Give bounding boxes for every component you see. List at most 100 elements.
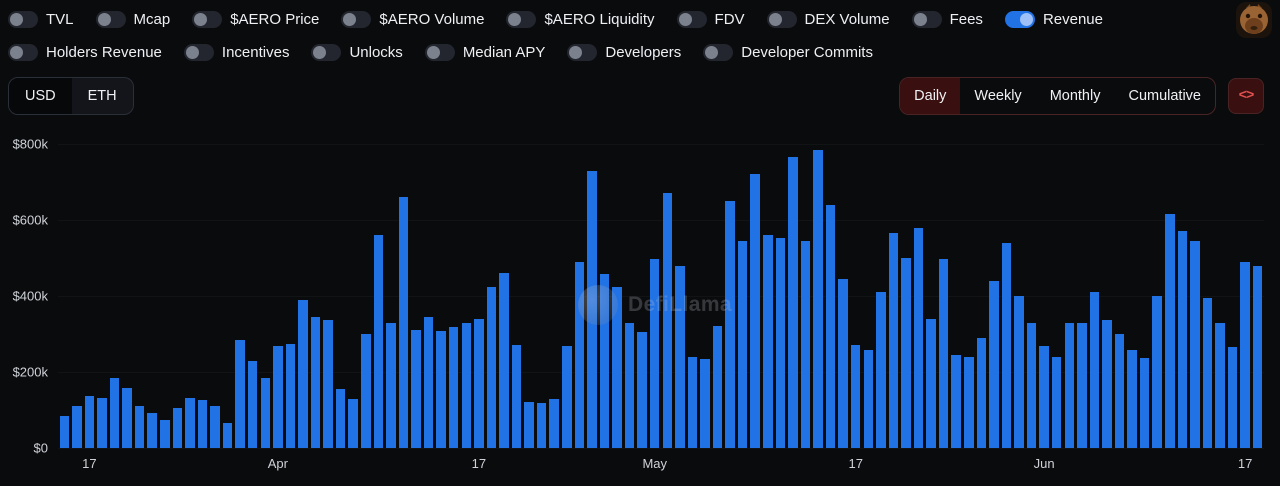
revenue-bar <box>1240 261 1250 448</box>
revenue-bar <box>687 356 698 448</box>
toggle-label: Unlocks <box>349 43 403 61</box>
revenue-bar <box>712 326 723 448</box>
profile-avatar[interactable] <box>1236 2 1272 38</box>
revenue-bar <box>1026 322 1037 448</box>
metric-toggle-aero-volume[interactable]: $AERO Volume <box>341 10 484 28</box>
metric-toggle-holders-revenue[interactable]: Holders Revenue <box>8 43 162 61</box>
chart-plot[interactable]: DefiLlama <box>58 144 1264 448</box>
revenue-bar <box>976 337 987 448</box>
revenue-bar <box>1089 292 1100 448</box>
revenue-bar <box>147 413 157 448</box>
revenue-bar <box>285 344 296 448</box>
revenue-bar <box>323 319 333 448</box>
revenue-bar <box>109 378 120 448</box>
x-tick-label: 17 <box>471 456 487 471</box>
y-tick-label: $600k <box>12 212 48 228</box>
revenue-bar <box>373 235 384 448</box>
x-tick-label: May <box>642 456 667 471</box>
currency-toggle-group: USD ETH <box>8 77 134 115</box>
x-tick-label: Apr <box>267 456 288 471</box>
revenue-bar <box>725 201 735 448</box>
revenue-bar <box>84 395 95 448</box>
currency-tab-eth[interactable]: ETH <box>87 88 117 104</box>
metric-toggle-aero-liquidity[interactable]: $AERO Liquidity <box>506 10 655 28</box>
revenue-bar <box>499 273 509 448</box>
revenue-bar <box>838 278 848 448</box>
metric-toggle-dex-volume[interactable]: DEX Volume <box>766 10 890 28</box>
metric-toggle-developers[interactable]: Developers <box>567 43 681 61</box>
y-tick-label: $0 <box>33 440 48 456</box>
revenue-bar <box>436 330 446 448</box>
revenue-bar <box>72 406 82 448</box>
toggle-label: TVL <box>46 10 74 28</box>
metric-toggle-unlocks[interactable]: Unlocks <box>311 43 403 61</box>
metric-toggle-revenue[interactable]: Revenue <box>1004 10 1103 28</box>
revenue-bar <box>1177 231 1188 448</box>
revenue-bar <box>599 273 610 448</box>
revenue-bar <box>1001 242 1012 448</box>
toggle-label: FDV <box>714 10 745 28</box>
revenue-bar <box>951 354 961 448</box>
y-tick-label: $400k <box>12 288 48 304</box>
metric-toggle-developer-commits[interactable]: Developer Commits <box>703 43 873 61</box>
interval-tab-weekly[interactable]: Weekly <box>974 88 1022 104</box>
toggle-switch-icon <box>183 43 214 61</box>
revenue-bar <box>1215 322 1225 448</box>
toggle-label: Revenue <box>1042 10 1103 28</box>
revenue-bar <box>750 174 760 448</box>
revenue-bar <box>59 416 70 448</box>
revenue-bar <box>1014 296 1024 448</box>
revenue-bar <box>210 406 220 448</box>
interval-tab-monthly[interactable]: Monthly <box>1049 88 1101 104</box>
revenue-bar <box>1152 296 1162 448</box>
revenue-bar <box>612 286 622 448</box>
revenue-bar <box>1114 334 1125 448</box>
metric-toggle-fees[interactable]: Fees <box>911 10 983 28</box>
interval-tab-group: Daily Weekly Monthly Cumulative <box>899 77 1216 115</box>
metric-toggle-fdv[interactable]: FDV <box>676 10 745 28</box>
revenue-bar <box>913 227 924 448</box>
y-tick-label: $800k <box>12 136 48 152</box>
toggle-switch-icon <box>8 10 38 28</box>
revenue-bar <box>335 389 346 448</box>
code-icon: <> <box>1238 88 1255 104</box>
toggle-switch-icon <box>567 43 598 61</box>
llama-avatar-icon <box>1236 2 1272 38</box>
revenue-bar <box>1227 347 1238 448</box>
metric-toggle-aero-price[interactable]: $AERO Price <box>192 10 319 28</box>
toggle-switch-icon <box>766 10 797 28</box>
revenue-bar <box>562 346 572 448</box>
revenue-bar <box>273 346 283 448</box>
toggle-knob-icon <box>97 12 111 26</box>
metric-toggle-mcap[interactable]: Mcap <box>95 10 170 28</box>
metric-toggle-median-apy[interactable]: Median APY <box>424 43 545 61</box>
y-axis: $800k $600k $400k $200k $0 <box>6 137 48 456</box>
toggle-switch-icon <box>703 43 734 61</box>
metric-toggle-tvl[interactable]: TVL <box>8 10 74 28</box>
embed-chart-button[interactable]: <> <box>1228 78 1264 114</box>
revenue-bar <box>700 358 710 448</box>
revenue-bar <box>549 398 559 448</box>
revenue-bar <box>876 292 886 448</box>
toggle-knob-icon <box>10 12 23 26</box>
toggle-label: $AERO Liquidity <box>544 10 655 28</box>
revenue-bar <box>172 408 183 448</box>
revenue-bar <box>587 170 597 448</box>
revenue-bar <box>964 356 974 448</box>
interval-tab-daily[interactable]: Daily <box>900 78 961 114</box>
metric-toggle-incentives[interactable]: Incentives <box>183 43 289 61</box>
toggle-knob-icon <box>10 45 23 59</box>
revenue-bar <box>348 399 358 448</box>
interval-tab-cumulative[interactable]: Cumulative <box>1128 88 1201 104</box>
revenue-bar <box>122 387 132 448</box>
gridline <box>58 144 1264 145</box>
revenue-bar <box>863 349 874 448</box>
revenue-bar <box>938 258 949 448</box>
toggle-label: DEX Volume <box>804 10 890 28</box>
toggle-switch-icon <box>676 10 707 28</box>
toggle-label: Fees <box>949 10 983 28</box>
revenue-bar <box>361 334 371 448</box>
revenue-bar <box>1190 240 1200 448</box>
revenue-bar <box>423 316 434 448</box>
currency-tab-usd[interactable]: USD <box>9 78 72 114</box>
